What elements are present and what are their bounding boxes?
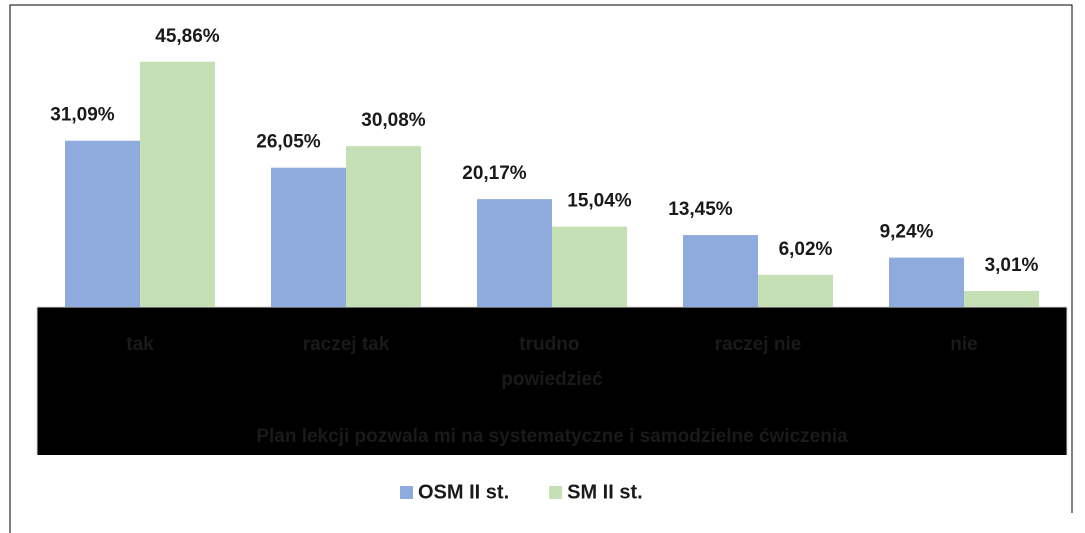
data-label: 3,01%: [985, 255, 1039, 276]
data-label: 9,24%: [880, 222, 934, 243]
bar: [346, 146, 421, 307]
bar: [65, 140, 140, 307]
bar: [683, 235, 758, 307]
data-label: 45,86%: [155, 26, 220, 47]
data-label: 31,09%: [50, 105, 115, 126]
bar: [140, 61, 215, 307]
bar: [964, 290, 1039, 307]
data-label: 30,08%: [361, 110, 426, 131]
bar: [271, 167, 346, 307]
x-tick-label: nie: [950, 334, 977, 355]
data-label: 26,05%: [256, 132, 321, 153]
data-label: 6,02%: [779, 239, 833, 260]
x-tick-label: trudno powiedzieć: [501, 334, 603, 390]
legend-label: SM II st.: [567, 481, 643, 503]
x-tick-label: tak: [126, 334, 154, 355]
legend-swatch: [549, 486, 563, 499]
x-tick-label: raczej nie: [715, 334, 802, 355]
data-label: 15,04%: [567, 191, 632, 212]
x-tick-label: raczej tak: [303, 334, 390, 355]
data-label: 20,17%: [462, 163, 527, 184]
bar: [758, 274, 833, 307]
legend-label: OSM II st.: [418, 481, 509, 503]
bar: [477, 199, 552, 307]
legend-swatch: [400, 486, 413, 499]
chart-frame: [9, 4, 1073, 533]
data-label: 13,45%: [668, 199, 733, 220]
x-axis-title: Plan lekcji pozwala mi na systematyczne …: [256, 426, 848, 447]
bar: [552, 226, 627, 307]
bar: [889, 257, 964, 307]
